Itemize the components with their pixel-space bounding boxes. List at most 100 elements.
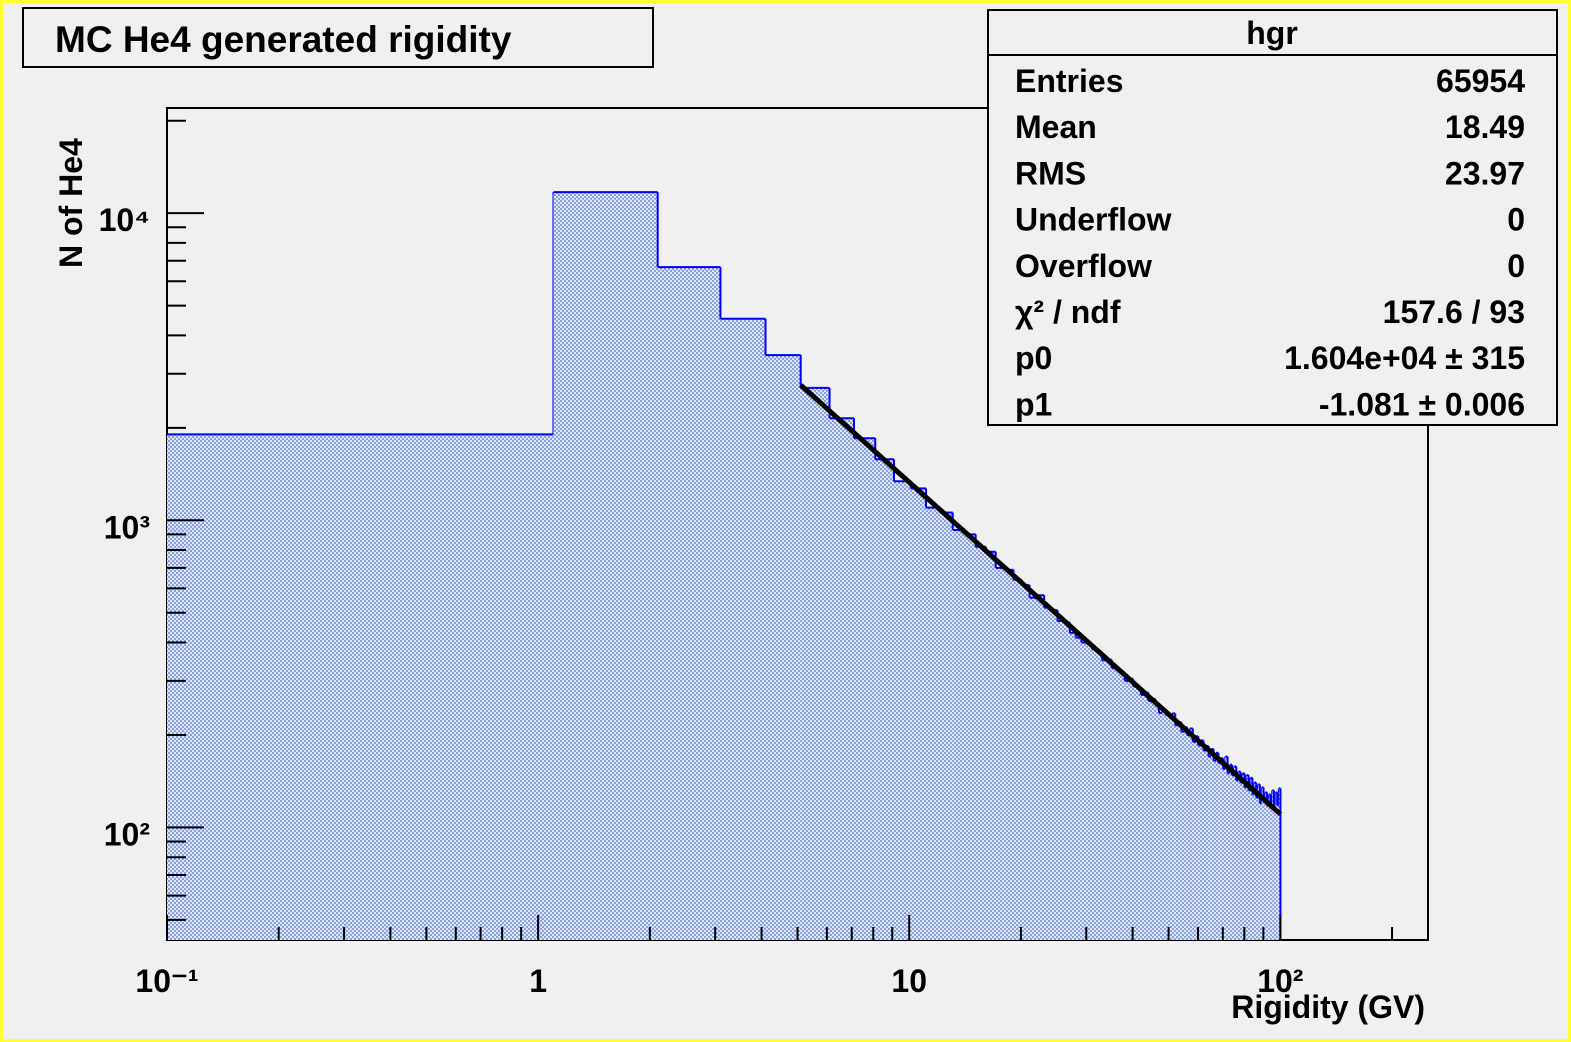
bar — [1229, 764, 1233, 940]
y-tick-label: 10⁴ — [99, 202, 150, 238]
bar — [1175, 725, 1179, 940]
bar — [1252, 794, 1255, 940]
bar — [1211, 749, 1214, 940]
bar — [1208, 756, 1212, 940]
stats-box — [987, 9, 1558, 426]
bar — [1181, 731, 1185, 940]
bar — [1218, 763, 1221, 940]
bar — [829, 418, 855, 940]
bar — [1111, 668, 1117, 940]
bar — [1236, 780, 1239, 940]
fit-line — [799, 383, 1283, 817]
bar — [1223, 768, 1226, 940]
stats-value: 0 — [1507, 202, 1525, 238]
stats-title: hgr — [1246, 15, 1298, 51]
bar — [800, 387, 830, 941]
bar — [1063, 622, 1070, 940]
x-tick-label: 10² — [1257, 963, 1303, 999]
bar — [1265, 792, 1268, 940]
bar — [1272, 790, 1274, 940]
bar — [1106, 659, 1112, 940]
bar — [1097, 652, 1103, 940]
bar — [1133, 686, 1138, 940]
bar — [1128, 678, 1134, 940]
bar — [926, 507, 940, 940]
bar — [1242, 773, 1245, 940]
stats-label: RMS — [1015, 155, 1086, 191]
bar — [1137, 687, 1141, 940]
bar — [1187, 734, 1191, 940]
bar — [1192, 741, 1196, 940]
bar — [1240, 782, 1243, 940]
bar — [1144, 692, 1149, 940]
bar — [1256, 797, 1259, 940]
stats-value: 0 — [1507, 248, 1525, 284]
bar — [1190, 728, 1193, 940]
bar — [1246, 775, 1249, 940]
bar — [939, 512, 953, 940]
bar — [1086, 644, 1093, 940]
bar — [1258, 784, 1260, 940]
title-box — [22, 7, 654, 68]
bar — [1124, 680, 1129, 940]
bar — [1050, 610, 1058, 940]
bar — [1259, 803, 1262, 940]
bar — [1162, 708, 1166, 940]
y-tick-label: 10² — [104, 816, 150, 852]
bar — [1168, 717, 1173, 940]
bar — [1200, 740, 1204, 940]
bar — [553, 192, 658, 940]
bar — [1263, 800, 1266, 940]
bar — [1044, 607, 1051, 940]
bar — [1277, 805, 1279, 940]
bar — [1092, 649, 1098, 940]
bar — [1184, 727, 1188, 940]
stats-label: χ² / ndf — [1015, 294, 1121, 330]
bar — [1203, 750, 1207, 940]
bar — [975, 546, 986, 940]
bar — [720, 318, 766, 941]
bar — [1244, 787, 1247, 940]
stats-value: 23.97 — [1445, 155, 1525, 191]
stats-label: p1 — [1015, 386, 1052, 422]
bar — [1227, 773, 1230, 940]
stats-label: Mean — [1015, 109, 1097, 145]
bar — [952, 529, 965, 940]
bar — [1198, 745, 1201, 940]
chart-title: MC He4 generated rigidity — [55, 19, 512, 60]
bar — [1225, 756, 1228, 940]
bar — [1013, 579, 1022, 940]
bar — [1178, 722, 1182, 940]
bar — [1238, 771, 1241, 940]
bar — [1148, 701, 1152, 940]
bar — [1165, 715, 1169, 940]
bar — [765, 355, 801, 941]
bar — [1268, 794, 1271, 940]
stats-value: 65954 — [1436, 63, 1525, 99]
bar — [995, 567, 1005, 940]
bar — [1220, 758, 1224, 940]
x-tick-label: 10 — [891, 963, 927, 999]
x-tick-label: 10⁻¹ — [135, 963, 198, 999]
bar — [1151, 698, 1156, 940]
bar — [167, 434, 554, 940]
x-axis-label: Rigidity (GV) — [1231, 989, 1425, 1025]
bar — [1140, 694, 1145, 940]
bar — [1158, 712, 1163, 940]
bar — [1206, 746, 1209, 940]
bar — [1057, 621, 1064, 940]
bar — [657, 267, 721, 940]
bar — [1270, 803, 1273, 940]
stats-value: -1.081 ± 0.006 — [1319, 386, 1525, 422]
stats-value: 18.49 — [1445, 109, 1525, 145]
bar — [964, 534, 976, 940]
stats-label: Entries — [1015, 63, 1123, 99]
bar — [894, 481, 911, 940]
bar — [1155, 705, 1159, 940]
bar — [1267, 805, 1269, 940]
bar — [1069, 632, 1076, 940]
stats-value: 1.604e+04 ± 315 — [1284, 340, 1525, 376]
bar — [1037, 595, 1045, 940]
bar — [854, 438, 876, 940]
y-axis-label: N of He4 — [53, 138, 89, 268]
